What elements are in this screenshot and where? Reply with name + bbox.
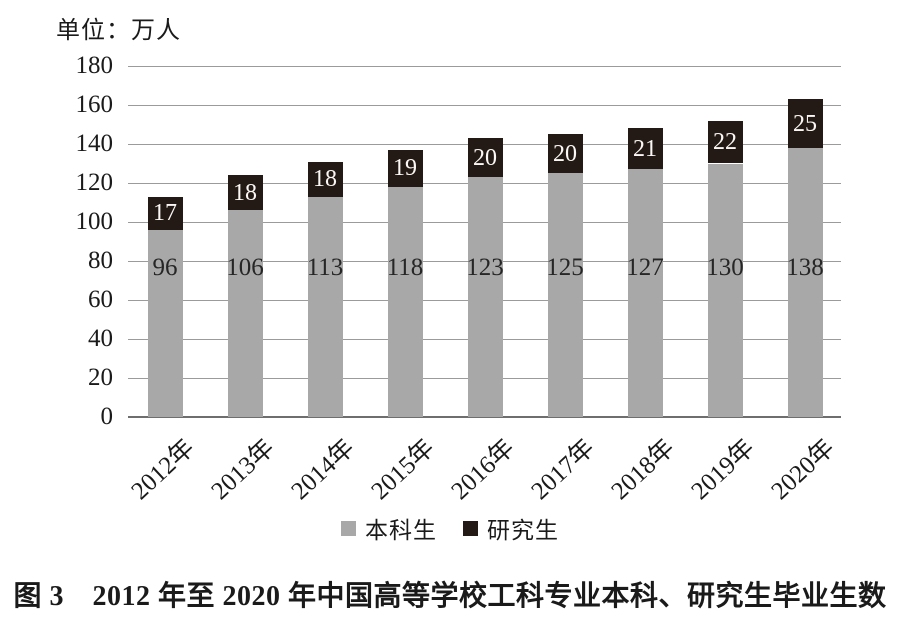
undergraduate-value-label: 123: [466, 254, 504, 281]
graduate-value-label: 17: [153, 200, 177, 227]
graduate-value-label: 18: [233, 179, 257, 206]
x-axis-tick-label: 2015年: [366, 434, 440, 506]
bar-segment-graduate: 20: [547, 134, 583, 174]
y-axis-tick-label: 80: [88, 247, 113, 274]
y-axis-tick-label: 40: [88, 325, 113, 352]
legend: 本科生 研究生: [0, 511, 900, 545]
gridline: [128, 104, 841, 106]
bar-segment-graduate: 22: [707, 120, 743, 164]
y-axis-tick-label: 60: [88, 286, 113, 313]
x-axis-tick-label: 2012年: [126, 434, 200, 506]
x-axis-tick-label: 2017年: [526, 434, 600, 506]
y-axis-tick-label: 180: [75, 52, 114, 79]
graduate-value-label: 19: [393, 155, 417, 182]
bar-segment-undergraduate: [387, 186, 423, 417]
bar-segment-graduate: 19: [387, 149, 423, 187]
undergraduate-value-label: 138: [786, 254, 824, 281]
graduate-value-label: 20: [473, 144, 497, 171]
x-axis-tick-label: 2018年: [606, 434, 680, 506]
y-axis-tick-label: 20: [88, 364, 113, 391]
bar-segment-undergraduate: [547, 173, 583, 417]
graduate-value-label: 18: [313, 166, 337, 193]
y-axis-unit-label: 单位：万人: [56, 18, 181, 44]
bar-segment-graduate: 25: [787, 99, 823, 148]
bar-segment-undergraduate: [627, 169, 663, 417]
legend-swatch-undergraduate: [341, 520, 356, 536]
graduate-value-label: 21: [633, 135, 657, 162]
graduate-value-label: 20: [553, 140, 577, 167]
undergraduate-value-label: 127: [626, 254, 664, 281]
x-axis-tick-label: 2013年: [206, 434, 280, 506]
graduate-value-label: 25: [793, 110, 817, 137]
bar-segment-graduate: 18: [227, 175, 263, 211]
bar-segment-graduate: 21: [627, 128, 663, 170]
y-axis-tick-label: 160: [75, 91, 114, 118]
x-axis-line: [128, 416, 841, 418]
bar-segment-undergraduate: [707, 163, 743, 417]
graduate-value-label: 22: [713, 129, 737, 156]
legend-item: 本科生: [341, 511, 437, 545]
undergraduate-value-label: 113: [306, 254, 344, 281]
undergraduate-value-label: 118: [386, 254, 424, 281]
legend-item: 研究生: [463, 511, 559, 545]
legend-label: 研究生: [487, 518, 559, 543]
undergraduate-value-label: 130: [706, 254, 744, 281]
bar-segment-undergraduate: [307, 196, 343, 417]
x-axis-tick-label: 2016年: [446, 434, 520, 506]
legend-label: 本科生: [365, 518, 437, 543]
bar-segment-undergraduate: [787, 147, 823, 417]
figure-caption: 图 3 2012 年至 2020 年中国高等学校工科专业本科、研究生毕业生数: [13, 581, 887, 612]
y-axis-tick-label: 0: [100, 403, 114, 430]
bar-segment-graduate: 18: [307, 161, 343, 197]
bar-segment-undergraduate: [467, 177, 503, 417]
bar-segment-graduate: 17: [147, 196, 183, 230]
bar-segment-graduate: 20: [467, 138, 503, 178]
x-axis-tick-label: 2019年: [686, 434, 760, 506]
x-axis-tick-label: 2014年: [286, 434, 360, 506]
y-axis-tick-label: 120: [75, 169, 114, 196]
gridline: [128, 65, 841, 67]
undergraduate-value-label: 106: [226, 254, 264, 281]
x-axis-tick-label: 2020年: [766, 434, 840, 506]
undergraduate-value-label: 125: [546, 254, 584, 281]
legend-swatch-graduate: [463, 520, 478, 536]
undergraduate-value-label: 96: [152, 254, 178, 281]
y-axis-tick-label: 140: [75, 130, 114, 157]
y-axis-tick-label: 100: [75, 208, 114, 235]
bar-segment-undergraduate: [227, 210, 263, 417]
bar-segment-undergraduate: [147, 229, 183, 417]
